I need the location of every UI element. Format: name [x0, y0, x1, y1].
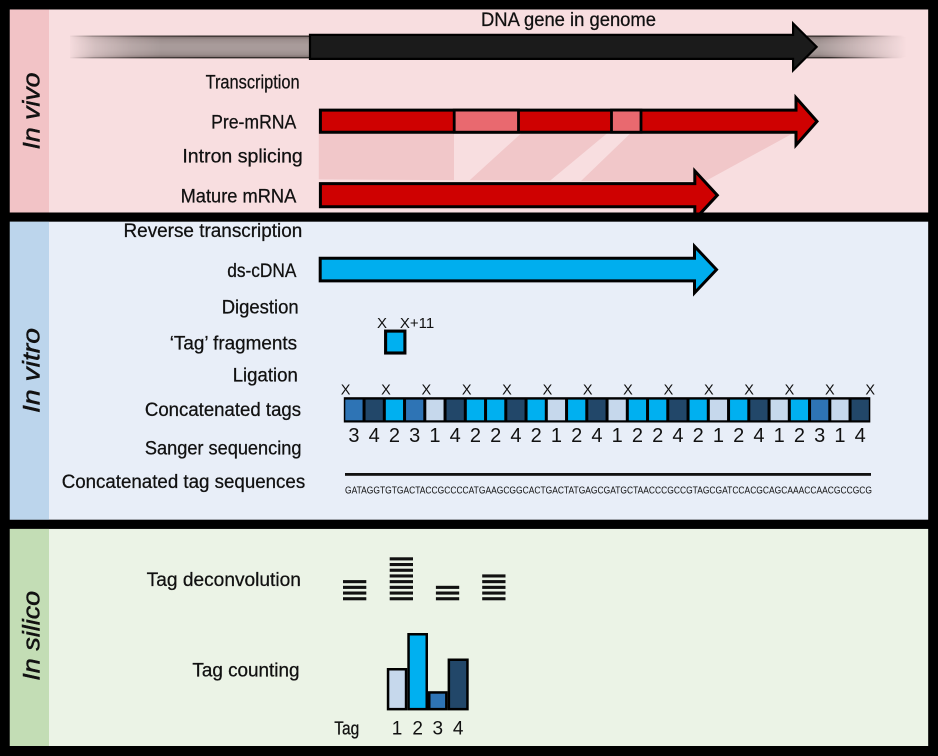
svg-text:1: 1: [713, 425, 724, 447]
svg-text:Digestion: Digestion: [222, 298, 299, 319]
svg-text:2: 2: [412, 718, 423, 739]
svg-text:4: 4: [753, 425, 764, 447]
svg-text:X: X: [421, 383, 431, 399]
svg-text:3: 3: [433, 718, 444, 739]
svg-text:X: X: [785, 383, 795, 399]
svg-text:GATAGGTGTGACTACCGCCCCATGAAGCGG: GATAGGTGTGACTACCGCCCCATGAAGCGGCACTGACTAT…: [345, 486, 872, 497]
svg-text:ds-cDNA: ds-cDNA: [227, 261, 297, 282]
svg-text:X: X: [664, 383, 674, 399]
svg-text:1: 1: [612, 425, 623, 447]
svg-text:Concatenated tag sequences: Concatenated tag sequences: [62, 472, 306, 493]
svg-text:4: 4: [369, 425, 380, 447]
svg-text:4: 4: [591, 425, 602, 447]
svg-text:2: 2: [652, 425, 663, 447]
svg-text:1: 1: [551, 425, 562, 447]
svg-text:Mature mRNA: Mature mRNA: [181, 187, 297, 208]
svg-text:‘Tag’ fragments: ‘Tag’ fragments: [170, 333, 297, 354]
svg-text:Reverse transcription: Reverse transcription: [124, 221, 303, 242]
svg-text:3: 3: [409, 425, 420, 447]
svg-text:1: 1: [774, 425, 785, 447]
svg-text:In vitro: In vitro: [18, 328, 45, 413]
svg-text:Intron splicing: Intron splicing: [182, 147, 302, 168]
svg-text:4: 4: [453, 718, 464, 739]
svg-text:X: X: [462, 383, 472, 399]
svg-text:X: X: [704, 383, 714, 399]
svg-text:X: X: [341, 383, 351, 399]
svg-text:Concatenated tags: Concatenated tags: [145, 400, 301, 421]
svg-text:Transcription: Transcription: [206, 73, 300, 94]
svg-text:Tag counting: Tag counting: [192, 661, 299, 682]
svg-text:1: 1: [834, 425, 845, 447]
svg-text:2: 2: [490, 425, 501, 447]
svg-text:X: X: [583, 383, 593, 399]
svg-text:Tag: Tag: [334, 717, 359, 738]
svg-text:In vivo: In vivo: [18, 73, 45, 150]
svg-text:2: 2: [632, 425, 643, 447]
svg-text:1: 1: [392, 718, 403, 739]
svg-text:2: 2: [794, 425, 805, 447]
svg-text:2: 2: [693, 425, 704, 447]
svg-text:X: X: [377, 315, 387, 332]
svg-text:4: 4: [672, 425, 683, 447]
svg-text:Ligation: Ligation: [233, 366, 298, 387]
svg-text:4: 4: [855, 425, 866, 447]
svg-text:X: X: [381, 383, 391, 399]
svg-text:In silico: In silico: [18, 591, 45, 681]
svg-text:X: X: [502, 383, 512, 399]
svg-text:X: X: [623, 383, 633, 399]
svg-text:1: 1: [429, 425, 440, 447]
svg-text:X: X: [865, 383, 875, 399]
svg-text:2: 2: [733, 425, 744, 447]
svg-text:3: 3: [348, 425, 359, 447]
svg-text:Pre-mRNA: Pre-mRNA: [211, 113, 296, 134]
svg-text:X: X: [825, 383, 835, 399]
svg-text:2: 2: [531, 425, 542, 447]
svg-text:2: 2: [571, 425, 582, 447]
svg-text:Sanger sequencing: Sanger sequencing: [145, 439, 302, 460]
svg-text:X+11: X+11: [400, 315, 434, 332]
svg-text:Tag deconvolution: Tag deconvolution: [147, 570, 301, 591]
svg-text:X: X: [744, 383, 754, 399]
svg-text:2: 2: [389, 425, 400, 447]
svg-text:4: 4: [510, 425, 521, 447]
svg-text:3: 3: [814, 425, 825, 447]
svg-text:2: 2: [470, 425, 481, 447]
svg-text:X: X: [543, 383, 553, 399]
svg-text:DNA gene in genome: DNA gene in genome: [481, 10, 656, 31]
svg-text:4: 4: [450, 425, 461, 447]
